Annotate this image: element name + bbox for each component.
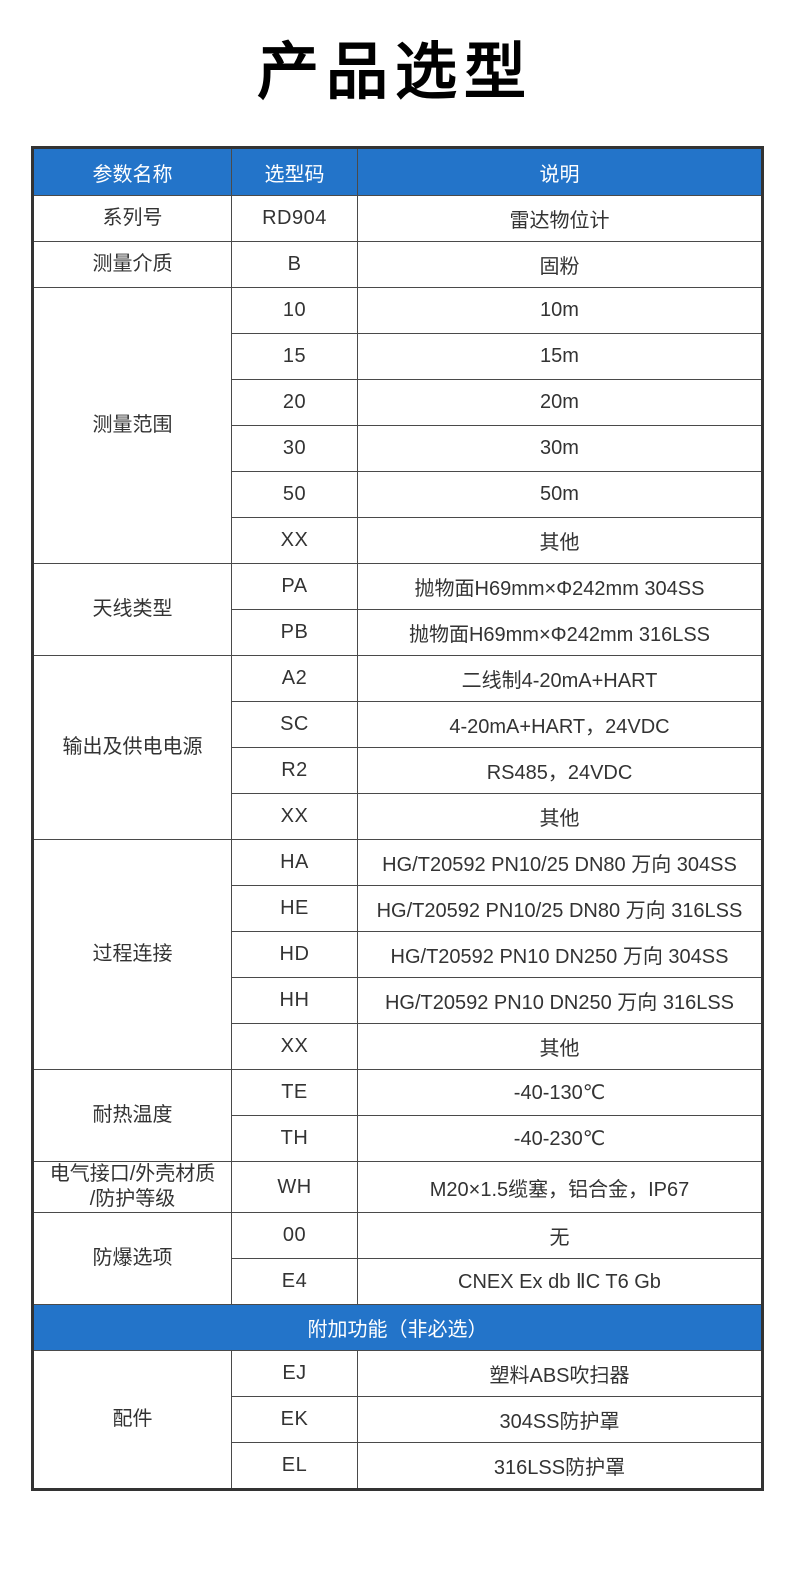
param-name-cell: 过程连接 [32, 839, 232, 1070]
option-code-cell: PB [231, 609, 358, 656]
option-desc-cell: HG/T20592 PN10 DN250 万向 304SS [357, 931, 763, 978]
table-row: HE HG/T20592 PN10/25 DN80 万向 316LSS [33, 885, 763, 932]
table-row: EL 316LSS防护罩 [33, 1442, 763, 1490]
param-name-cell: 防爆选项 [32, 1212, 232, 1305]
table-row: 系列号 RD904 雷达物位计 [32, 195, 763, 242]
option-desc-cell: 50m [357, 471, 763, 518]
option-desc-cell: CNEX Ex db ⅡC T6 Gb [357, 1258, 763, 1305]
option-desc-cell: 无 [357, 1212, 763, 1259]
param-name-cell: 天线类型 [32, 563, 232, 656]
option-desc-cell: RS485，24VDC [357, 747, 763, 794]
param-name-cell: 配件 [32, 1350, 232, 1490]
option-desc-cell: 20m [357, 379, 763, 426]
option-desc-cell: 30m [357, 425, 763, 472]
option-code-cell: EL [231, 1442, 358, 1490]
option-desc-cell: 4-20mA+HART，24VDC [357, 701, 763, 748]
product-selection-table: 参数名称 选型码 说明 系列号 RD904 雷达物位计 测量介质 B 固粉 测量范围 10 10… [31, 146, 764, 1491]
option-code-cell: E4 [231, 1258, 358, 1305]
table-row: 耐热温度 TE -40-130℃ [32, 1069, 763, 1162]
param-name-cell: 测量范围 [32, 287, 232, 564]
table-row: PB 抛物面H69mm×Φ242mm 316LSS [33, 609, 763, 656]
option-code-cell: HH [231, 977, 358, 1024]
option-desc-cell: -40-230℃ [357, 1115, 763, 1162]
option-desc-cell: 10m [357, 287, 763, 334]
extra-banner: 附加功能（非必选） [32, 1304, 763, 1351]
table-body: 系列号 RD904 雷达物位计 测量介质 B 固粉 测量范围 10 10m 15 15m 20 20m 3… [32, 195, 763, 1490]
option-desc-cell: 抛物面H69mm×Φ242mm 304SS [357, 563, 763, 610]
table-row: XX 其他 [33, 1023, 763, 1070]
table-row: 配件 EJ 塑料ABS吹扫器 [32, 1350, 763, 1490]
option-code-cell: XX [231, 1023, 358, 1070]
option-desc-cell: HG/T20592 PN10/25 DN80 万向 304SS [357, 839, 763, 886]
table-row: 电气接口/外壳材质 /防护等级 WH M20×1.5缆塞，铝合金，IP67 [32, 1161, 763, 1213]
table-row: 防爆选项 00 无 [32, 1212, 763, 1305]
option-desc-cell: 304SS防护罩 [357, 1396, 763, 1443]
option-desc-cell: HG/T20592 PN10/25 DN80 万向 316LSS [357, 885, 763, 932]
table-row: E4 CNEX Ex db ⅡC T6 Gb [33, 1258, 763, 1305]
table-row: XX 其他 [33, 517, 763, 564]
param-name-cell: 电气接口/外壳材质 /防护等级 [32, 1161, 232, 1213]
table-row: 50 50m [33, 471, 763, 518]
option-code-cell: 10 [231, 287, 358, 334]
header-selection-code: 选型码 [231, 147, 358, 196]
table-row: R2 RS485，24VDC [33, 747, 763, 794]
option-desc-cell: 其他 [357, 1023, 763, 1070]
option-desc-cell: 雷达物位计 [357, 195, 763, 242]
option-code-cell: HA [231, 839, 358, 886]
extra-banner-row: 附加功能（非必选） [32, 1304, 763, 1351]
option-code-cell: TH [231, 1115, 358, 1162]
table-row: TH -40-230℃ [33, 1115, 763, 1162]
table-row: HH HG/T20592 PN10 DN250 万向 316LSS [33, 977, 763, 1024]
param-name-cell: 系列号 [32, 195, 232, 242]
table-row: 过程连接 HA HG/T20592 PN10/25 DN80 万向 304SS [32, 839, 763, 1070]
header-description: 说明 [357, 147, 763, 196]
option-desc-cell: 二线制4-20mA+HART [357, 655, 763, 702]
option-desc-cell: 其他 [357, 793, 763, 840]
option-code-cell: EJ [231, 1350, 358, 1397]
option-code-cell: EK [231, 1396, 358, 1443]
option-desc-cell: 塑料ABS吹扫器 [357, 1350, 763, 1397]
option-code-cell: PA [231, 563, 358, 610]
option-code-cell: RD904 [231, 195, 358, 242]
option-code-cell: A2 [231, 655, 358, 702]
option-desc-cell: -40-130℃ [357, 1069, 763, 1116]
option-code-cell: TE [231, 1069, 358, 1116]
option-code-cell: 20 [231, 379, 358, 426]
param-name-cell: 输出及供电电源 [32, 655, 232, 840]
option-code-cell: HE [231, 885, 358, 932]
table-row: 输出及供电电源 A2 二线制4-20mA+HART [32, 655, 763, 840]
page-title: 产品选型 [256, 38, 533, 107]
param-name-cell: 耐热温度 [32, 1069, 232, 1162]
table-row: 测量介质 B 固粉 [32, 241, 763, 288]
table-header-row: 参数名称 选型码 说明 [32, 147, 763, 196]
option-code-cell: XX [231, 793, 358, 840]
option-desc-cell: HG/T20592 PN10 DN250 万向 316LSS [357, 977, 763, 1024]
option-desc-cell: 其他 [357, 517, 763, 564]
table-row: 天线类型 PA 抛物面H69mm×Φ242mm 304SS [32, 563, 763, 656]
option-code-cell: R2 [231, 747, 358, 794]
option-code-cell: 30 [231, 425, 358, 472]
header-param-name: 参数名称 [32, 147, 232, 196]
table-row: 20 20m [33, 379, 763, 426]
table-row: 30 30m [33, 425, 763, 472]
option-desc-cell: 316LSS防护罩 [357, 1442, 763, 1490]
table-row: SC 4-20mA+HART，24VDC [33, 701, 763, 748]
option-code-cell: XX [231, 517, 358, 564]
table-row: 测量范围 10 10m [32, 287, 763, 564]
table-row: 15 15m [33, 333, 763, 380]
option-desc-cell: 固粉 [357, 241, 763, 288]
option-desc-cell: 15m [357, 333, 763, 380]
option-code-cell: SC [231, 701, 358, 748]
option-desc-cell: M20×1.5缆塞，铝合金，IP67 [357, 1161, 763, 1213]
option-code-cell: B [231, 241, 358, 288]
option-desc-cell: 抛物面H69mm×Φ242mm 316LSS [357, 609, 763, 656]
table-row: HD HG/T20592 PN10 DN250 万向 304SS [33, 931, 763, 978]
option-code-cell: 15 [231, 333, 358, 380]
param-name-cell: 测量介质 [32, 241, 232, 288]
option-code-cell: 50 [231, 471, 358, 518]
option-code-cell: 00 [231, 1212, 358, 1259]
table-row: EK 304SS防护罩 [33, 1396, 763, 1443]
option-code-cell: WH [231, 1161, 358, 1213]
option-code-cell: HD [231, 931, 358, 978]
